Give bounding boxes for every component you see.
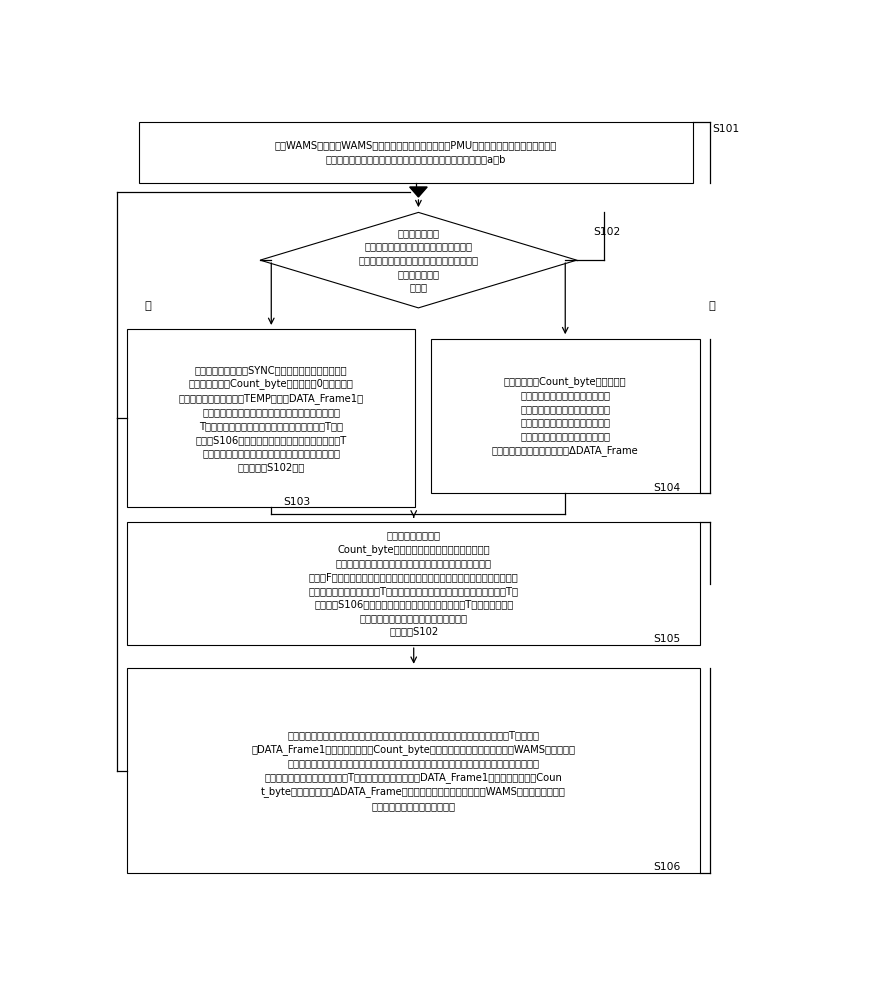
Text: 是: 是 bbox=[144, 301, 151, 311]
Text: S102: S102 bbox=[594, 227, 620, 237]
Bar bbox=[128, 668, 700, 873]
Bar bbox=[430, 339, 700, 493]
Text: 根据所述压缩计数字
Count_byte判断本轮压缩所压缩的数据帧是否达
到压缩上限；若本轮压缩所压缩的数据帧达到压缩上限，执
行步骤F；若本轮压缩所压缩的数据: 根据所述压缩计数字 Count_byte判断本轮压缩所压缩的数据帧是否达 到压缩… bbox=[308, 530, 519, 637]
Text: S106: S106 bbox=[653, 862, 680, 872]
Text: S101: S101 bbox=[713, 124, 740, 134]
Bar bbox=[128, 522, 700, 645]
Text: 将压缩计数字Count_byte的当前值与
预设步长之和作为所述压缩计数字
的当前值；根据所述当前数据帧的
相量与所述当前数据帧的前一数据
帧对应相量的区别，对: 将压缩计数字Count_byte的当前值与 预设步长之和作为所述压缩计数字 的当… bbox=[492, 376, 639, 456]
Text: 针对每一个数据
帧集合，将所述数据帧集合中的第一个数
据帧作为当前数据帧，判断当前数据帧是否为
本轮压缩的第一
帧数据: 针对每一个数据 帧集合，将所述数据帧集合中的第一个数 据帧作为当前数据帧，判断当… bbox=[358, 228, 479, 292]
Text: 接收WAMS系统中的WAMS主站发送的配置帧，接收各个PMU单元发送的数据帧；将所述数据
帧分割成至少两个数据帧集合，其中，所述配置帧中包含数据a和b: 接收WAMS系统中的WAMS主站发送的配置帧，接收各个PMU单元发送的数据帧；将… bbox=[275, 141, 557, 164]
Text: S105: S105 bbox=[653, 634, 680, 644]
Bar bbox=[128, 329, 415, 507]
Text: 将所述当前数据帧的SYNC字段的数值改为预设字段，
并将压缩计数字Count_byte的值设置为0；将所述当
前数据帧存储到缓存数组TEMP首端的DATA_Fr: 将所述当前数据帧的SYNC字段的数值改为预设字段， 并将压缩计数字Count_b… bbox=[179, 365, 364, 472]
Text: 在所述当前数据帧为本轮压缩的第一帧，且本轮压缩的压缩耗时大于或等于预设时限T时，将所
述DATA_Frame1，所述压缩计数字Count_byte的组合作为压缩: 在所述当前数据帧为本轮压缩的第一帧，且本轮压缩的压缩耗时大于或等于预设时限T时，… bbox=[252, 730, 575, 811]
Bar bbox=[139, 122, 693, 183]
Text: S104: S104 bbox=[653, 483, 680, 493]
Polygon shape bbox=[260, 212, 577, 308]
Polygon shape bbox=[409, 187, 428, 197]
Text: 否: 否 bbox=[708, 301, 715, 311]
Text: S103: S103 bbox=[284, 497, 311, 507]
